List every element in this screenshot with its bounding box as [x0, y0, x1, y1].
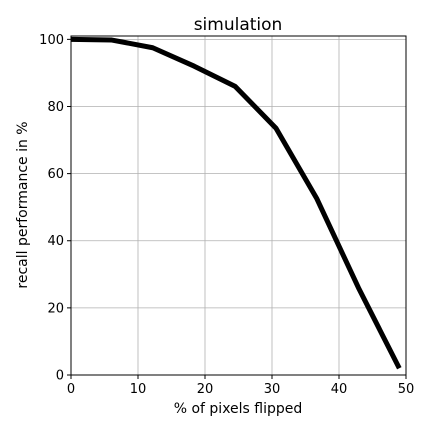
y-tick-label-2: 40 [47, 234, 64, 249]
plot-frame [70, 35, 407, 376]
y-tick-label-4: 80 [47, 100, 64, 115]
x-tick-label-5: 50 [398, 382, 415, 397]
x-tick-label-3: 30 [264, 382, 281, 397]
x-axis-label: % of pixels flipped [174, 401, 303, 417]
y-tick-label-1: 20 [47, 301, 64, 316]
x-tick-label-4: 40 [331, 382, 348, 397]
x-tick-label-2: 20 [197, 382, 214, 397]
axis-ticks: 0 10 20 30 40 50 0 20 40 60 80 100 [39, 33, 414, 397]
y-axis-label: recall performance in % [15, 121, 31, 288]
y-tick-label-0: 0 [56, 369, 64, 384]
y-tick-label-5: 100 [39, 33, 64, 48]
chart-title: simulation [194, 15, 283, 35]
series-line [70, 36, 402, 370]
x-tick-label-1: 10 [130, 382, 147, 397]
y-tick-label-3: 60 [47, 167, 64, 182]
x-tick-label-0: 0 [67, 382, 75, 397]
